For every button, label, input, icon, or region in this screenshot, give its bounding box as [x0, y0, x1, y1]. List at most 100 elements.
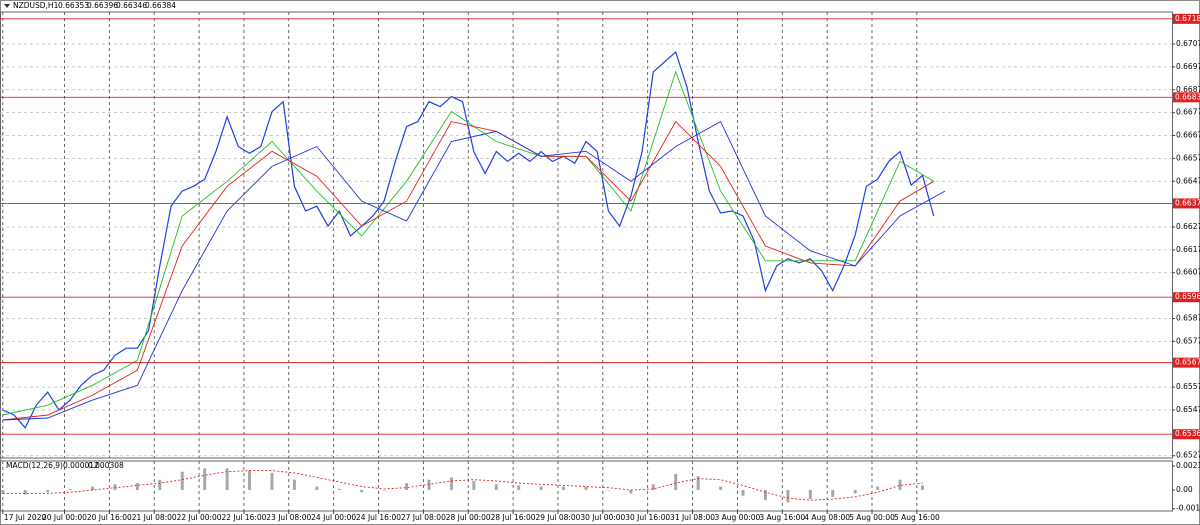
- x-tick-label: 5 Aug 00:00: [849, 513, 895, 522]
- symbol: NZDUSD,H1: [13, 1, 59, 10]
- x-tick-label: 30 Jul 00:00: [580, 513, 625, 522]
- histogram-bar: [651, 484, 655, 490]
- histogram-bar: [315, 486, 319, 490]
- histogram-bar: [270, 472, 274, 490]
- histogram-bar: [920, 485, 924, 490]
- x-tick-label: 21 Jul 08:00: [132, 513, 177, 522]
- x-tick-label: 17 Jul 2020: [4, 513, 47, 522]
- histogram-bar: [113, 484, 117, 490]
- histogram-bar: [248, 470, 252, 490]
- level-tag: [1173, 92, 1200, 103]
- histogram-bar: [831, 489, 835, 497]
- menu-icon[interactable]: [4, 4, 10, 8]
- close: 0.66384: [145, 1, 176, 10]
- histogram-bar: [203, 468, 207, 490]
- level-tag: [1173, 357, 1200, 368]
- level-tag: [1173, 292, 1200, 303]
- histogram-bar: [808, 489, 812, 500]
- histogram-bar: [23, 489, 27, 495]
- y-tick-label: 0.00: [1176, 485, 1193, 494]
- x-tick-label: 20 Jul 16:00: [87, 513, 132, 522]
- x-tick-label: 24 Jul 00:00: [311, 513, 356, 522]
- panel-frame: [0, 460, 1173, 512]
- histogram-bar: [606, 489, 610, 491]
- x-tick-label: 23 Jul 08:00: [266, 513, 311, 522]
- x-tick-label: 5 Aug 16:00: [894, 513, 940, 522]
- histogram-bar: [382, 489, 386, 491]
- histogram-bar: [427, 479, 431, 490]
- x-tick-label: 3 Aug 00:00: [715, 513, 761, 522]
- histogram-bar: [876, 486, 880, 490]
- signal-reading: 0.000308: [88, 461, 124, 470]
- histogram-bar: [517, 485, 521, 490]
- level-label: 0.65364: [1175, 429, 1200, 438]
- histogram-bar: [494, 484, 498, 490]
- macd-label: MACD(12,26,9): [6, 461, 63, 470]
- y-tick-label: -0.00164: [1176, 504, 1200, 513]
- x-tick-label: 4 Aug 08:00: [804, 513, 850, 522]
- histogram-bar: [135, 483, 139, 490]
- x-tick-label: 3 Aug 16:00: [759, 513, 805, 522]
- low: 0.66346: [116, 1, 147, 10]
- x-tick-label: 20 Jul 00:00: [42, 513, 87, 522]
- histogram-bar: [786, 489, 790, 503]
- histogram-bar: [584, 486, 588, 490]
- histogram-bar: [68, 488, 72, 490]
- level-label: 0.65963: [1175, 292, 1200, 301]
- histogram-bar: [449, 477, 453, 490]
- x-tick-label: 22 Jul 16:00: [221, 513, 266, 522]
- histogram-bar: [225, 468, 229, 490]
- histogram-bar: [898, 479, 902, 490]
- level-tag: [1173, 429, 1200, 440]
- y-tick-label: 0.002103: [1176, 461, 1200, 470]
- histogram-bar: [46, 489, 50, 493]
- histogram-bar: [853, 489, 857, 494]
- x-tick-label: 22 Jul 00:00: [177, 513, 222, 522]
- panel-frame: [0, 11, 1173, 459]
- histogram-bar: [360, 489, 364, 493]
- histogram-bar: [539, 486, 543, 490]
- x-tick-label: 31 Jul 08:00: [670, 513, 715, 522]
- moving-average: [2, 120, 934, 421]
- histogram-bar: [562, 486, 566, 490]
- histogram-bar: [292, 479, 296, 490]
- level-label: 0.65677: [1175, 358, 1200, 367]
- level-tag: [1173, 13, 1200, 24]
- x-tick-label: 30 Jul 16:00: [625, 513, 670, 522]
- histogram-bar: [337, 488, 341, 490]
- histogram-bar: [674, 474, 678, 490]
- moving-average: [2, 120, 946, 421]
- x-tick-label: 27 Jul 08:00: [401, 513, 446, 522]
- histogram-bar: [180, 471, 184, 490]
- x-tick-label: 24 Jul 16:00: [356, 513, 401, 522]
- level-tag: [1173, 198, 1200, 209]
- level-label: 0.66837: [1175, 92, 1200, 101]
- histogram-bar: [741, 489, 745, 496]
- histogram-bar: [91, 486, 95, 490]
- histogram-bar: [158, 479, 162, 490]
- x-tick-label: 29 Jul 08:00: [535, 513, 580, 522]
- histogram-bar: [696, 476, 700, 490]
- histogram-bar: [719, 486, 723, 490]
- price-line: [2, 50, 935, 429]
- histogram-bar: [405, 483, 409, 490]
- x-tick-label: 28 Jul 00:00: [446, 513, 491, 522]
- histogram-bar: [1, 489, 5, 494]
